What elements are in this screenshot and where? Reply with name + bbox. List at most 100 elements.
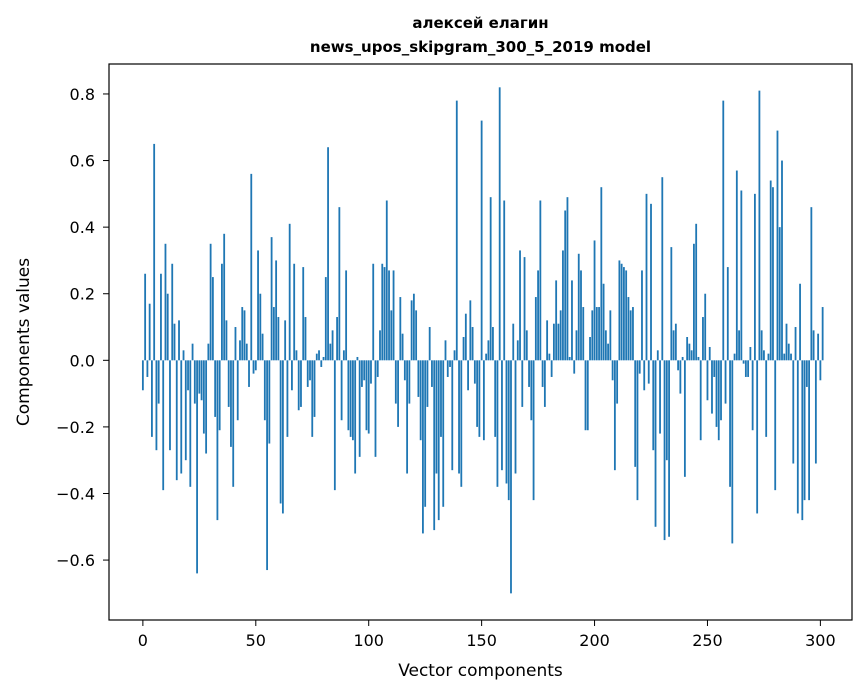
bar-150 bbox=[480, 120, 483, 361]
bar-213 bbox=[623, 267, 625, 361]
bar-194 bbox=[580, 270, 582, 361]
bar-290 bbox=[796, 360, 799, 514]
y-tick-label: 0.4 bbox=[70, 218, 95, 237]
bar-82 bbox=[327, 147, 329, 361]
bar-116 bbox=[403, 360, 406, 381]
bar-215 bbox=[627, 297, 630, 361]
bar-192 bbox=[575, 330, 578, 361]
bar-234 bbox=[670, 247, 673, 361]
bar-44 bbox=[241, 307, 244, 361]
bar-22 bbox=[191, 343, 194, 361]
bar-34 bbox=[218, 360, 221, 431]
bar-25 bbox=[198, 360, 201, 394]
x-axis-ticks: 0 50 100 150 200 250 300 bbox=[138, 620, 836, 650]
bar-295 bbox=[808, 360, 810, 501]
bar-61 bbox=[279, 360, 282, 504]
bar-65 bbox=[288, 223, 291, 361]
bar-3 bbox=[148, 303, 151, 361]
bar-279 bbox=[772, 187, 774, 361]
bar-170 bbox=[525, 330, 528, 361]
bar-172 bbox=[530, 360, 533, 421]
chart-subtitle: news_upos_skipgram_300_5_2019 model bbox=[310, 38, 651, 56]
bar-167 bbox=[519, 250, 521, 361]
y-tick-label: 0.2 bbox=[70, 285, 95, 304]
bar-183 bbox=[555, 280, 558, 361]
bar-111 bbox=[392, 270, 395, 361]
bar-127 bbox=[428, 327, 431, 361]
bar-158 bbox=[498, 87, 501, 361]
bar-6 bbox=[155, 360, 158, 451]
bar-75 bbox=[311, 360, 314, 437]
bar-21 bbox=[189, 360, 192, 487]
bar-8 bbox=[160, 273, 162, 361]
bar-70 bbox=[300, 360, 302, 407]
bar-237 bbox=[677, 360, 680, 371]
bar-300 bbox=[819, 360, 822, 381]
bar-212 bbox=[620, 263, 623, 361]
bar-263 bbox=[735, 170, 738, 361]
bar-272 bbox=[756, 360, 759, 514]
bar-208 bbox=[611, 360, 614, 381]
bar-246 bbox=[697, 356, 700, 361]
bar-123 bbox=[419, 360, 422, 441]
bar-257 bbox=[722, 100, 725, 361]
bar-182 bbox=[552, 323, 555, 361]
bar-211 bbox=[618, 260, 621, 361]
bar-210 bbox=[616, 360, 619, 404]
bar-92 bbox=[349, 360, 352, 437]
y-tick-label: 0.8 bbox=[70, 85, 95, 104]
x-axis-label: Vector components bbox=[398, 661, 563, 681]
bar-42 bbox=[236, 360, 239, 421]
bar-177 bbox=[541, 360, 544, 387]
bar-94 bbox=[354, 360, 357, 474]
bar-45 bbox=[243, 310, 246, 361]
bar-71 bbox=[302, 267, 305, 361]
bar-259 bbox=[726, 267, 729, 361]
bar-125 bbox=[424, 360, 427, 507]
bar-13 bbox=[171, 263, 174, 361]
bar-248 bbox=[702, 317, 704, 361]
bar-137 bbox=[451, 360, 454, 471]
bar-175 bbox=[537, 270, 539, 361]
bar-270 bbox=[751, 360, 754, 431]
bar-20 bbox=[187, 360, 189, 391]
bar-5 bbox=[153, 143, 156, 361]
bar-131 bbox=[437, 360, 440, 521]
bar-238 bbox=[679, 360, 682, 394]
bar-188 bbox=[566, 197, 569, 361]
bar-268 bbox=[747, 360, 750, 377]
bar-91 bbox=[347, 360, 350, 431]
bar-33 bbox=[216, 360, 219, 521]
bar-243 bbox=[690, 350, 693, 361]
bar-93 bbox=[352, 360, 354, 441]
bar-197 bbox=[586, 360, 589, 431]
bar-30 bbox=[209, 243, 212, 361]
bar-40 bbox=[232, 360, 235, 487]
bar-130 bbox=[435, 360, 438, 474]
bar-273 bbox=[758, 90, 761, 361]
bar-240 bbox=[683, 360, 686, 477]
bar-23 bbox=[193, 360, 196, 404]
bar-112 bbox=[394, 360, 397, 404]
bar-224 bbox=[647, 360, 650, 384]
bar-29 bbox=[207, 343, 210, 361]
y-tick-label: −0.2 bbox=[56, 418, 95, 437]
bar-63 bbox=[284, 320, 287, 361]
bar-262 bbox=[733, 353, 736, 361]
bar-198 bbox=[589, 337, 591, 361]
bar-78 bbox=[318, 350, 320, 361]
bars bbox=[141, 87, 824, 594]
bar-266 bbox=[742, 360, 745, 364]
x-tick-label: 0 bbox=[138, 631, 148, 650]
chart-title: алексей елагин bbox=[412, 14, 548, 32]
bar-189 bbox=[568, 356, 571, 361]
y-tick-label: −0.6 bbox=[56, 551, 95, 570]
bar-276 bbox=[765, 360, 768, 437]
bar-143 bbox=[464, 313, 467, 361]
bar-140 bbox=[458, 360, 460, 474]
bar-157 bbox=[496, 360, 499, 487]
bar-32 bbox=[214, 360, 217, 417]
bar-205 bbox=[604, 330, 607, 361]
bar-135 bbox=[446, 360, 449, 377]
bar-48 bbox=[250, 173, 253, 361]
